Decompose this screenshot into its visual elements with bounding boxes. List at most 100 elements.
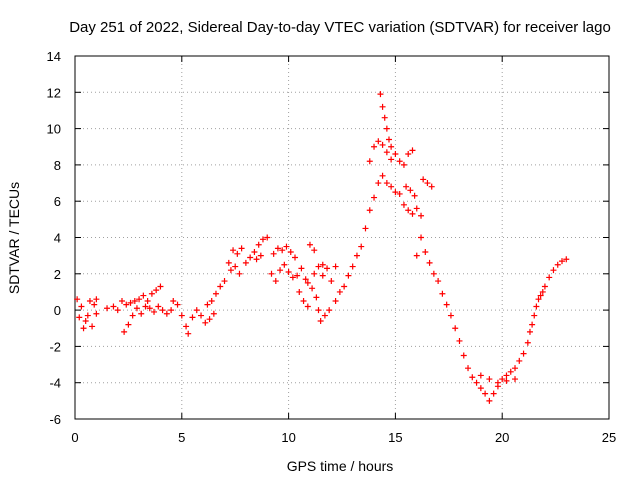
data-point: [259, 236, 266, 243]
data-point: [385, 136, 392, 143]
data-point: [430, 270, 437, 277]
data-point: [494, 383, 501, 390]
data-point: [212, 290, 219, 297]
data-point: [349, 263, 356, 270]
data-point: [418, 212, 425, 219]
y-tick-label: 8: [54, 158, 61, 173]
data-point: [409, 147, 416, 154]
data-point: [388, 156, 395, 163]
data-point: [84, 312, 91, 319]
data-point: [539, 288, 546, 295]
data-point: [89, 323, 96, 330]
data-point: [234, 250, 241, 257]
data-point: [257, 252, 264, 259]
data-point: [138, 310, 145, 317]
data-point: [379, 172, 386, 179]
data-point: [559, 258, 566, 265]
data-point: [439, 290, 446, 297]
data-point: [407, 187, 414, 194]
data-point: [435, 278, 442, 285]
data-point: [306, 241, 313, 248]
data-point: [452, 325, 459, 332]
data-point: [388, 143, 395, 150]
data-point: [535, 296, 542, 303]
data-point: [208, 298, 215, 305]
data-point: [503, 372, 510, 379]
data-point: [512, 376, 519, 383]
data-point: [541, 283, 548, 290]
data-point: [332, 263, 339, 270]
data-point: [413, 205, 420, 212]
data-point: [405, 151, 412, 158]
data-point: [469, 374, 476, 381]
data-point: [264, 234, 271, 241]
data-point: [326, 307, 333, 314]
data-point: [74, 296, 81, 303]
data-point: [283, 243, 290, 250]
data-point: [236, 270, 243, 277]
data-point: [321, 312, 328, 319]
data-point: [142, 303, 149, 310]
data-point: [507, 368, 514, 375]
axis-ticks: 0 5 10 15 20 25 -6 -4 -2 0 2 4 6 8 10 12 14: [47, 49, 617, 445]
data-point: [400, 161, 407, 168]
data-point: [170, 298, 177, 305]
data-point: [281, 261, 288, 268]
data-point: [189, 314, 196, 321]
data-point: [202, 319, 209, 326]
data-point: [477, 385, 484, 392]
data-point: [82, 317, 89, 324]
data-point: [526, 328, 533, 335]
data-point: [268, 270, 275, 277]
data-point: [405, 207, 412, 214]
data-point: [136, 296, 143, 303]
data-point: [140, 292, 147, 299]
data-point: [396, 158, 403, 165]
data-point: [371, 194, 378, 201]
data-point: [383, 149, 390, 156]
data-point: [91, 301, 98, 308]
data-point: [381, 114, 388, 121]
data-point: [413, 252, 420, 259]
data-point: [477, 372, 484, 379]
y-tick-label: -4: [49, 376, 61, 391]
x-tick-label: 25: [602, 430, 616, 445]
data-point: [531, 312, 538, 319]
data-point: [127, 299, 134, 306]
data-point: [311, 270, 318, 277]
data-point: [379, 141, 386, 148]
data-point: [533, 303, 540, 310]
data-point: [230, 247, 237, 254]
data-point: [277, 267, 284, 274]
data-point: [183, 323, 190, 330]
y-tick-label: 4: [54, 231, 61, 246]
data-point: [426, 259, 433, 266]
data-point: [317, 317, 324, 324]
data-point: [375, 180, 382, 187]
data-point: [242, 259, 249, 266]
data-point: [285, 268, 292, 275]
data-point: [422, 249, 429, 256]
data-point: [146, 305, 153, 312]
data-point: [456, 337, 463, 344]
data-point: [76, 314, 83, 321]
data-point: [178, 312, 185, 319]
data-point: [198, 312, 205, 319]
data-point: [529, 321, 536, 328]
data-point: [298, 265, 305, 272]
y-tick-label: -2: [49, 339, 61, 354]
data-point: [411, 192, 418, 199]
data-point: [131, 298, 138, 305]
data-point: [418, 234, 425, 241]
data-point: [424, 180, 431, 187]
data-point: [358, 243, 365, 250]
data-point: [118, 298, 125, 305]
data-point: [86, 298, 93, 305]
data-point: [486, 376, 493, 383]
data-point: [204, 301, 211, 308]
data-point: [238, 245, 245, 252]
data-point: [403, 183, 410, 190]
data-point: [388, 183, 395, 190]
data-point: [400, 201, 407, 208]
data-point: [274, 245, 281, 252]
